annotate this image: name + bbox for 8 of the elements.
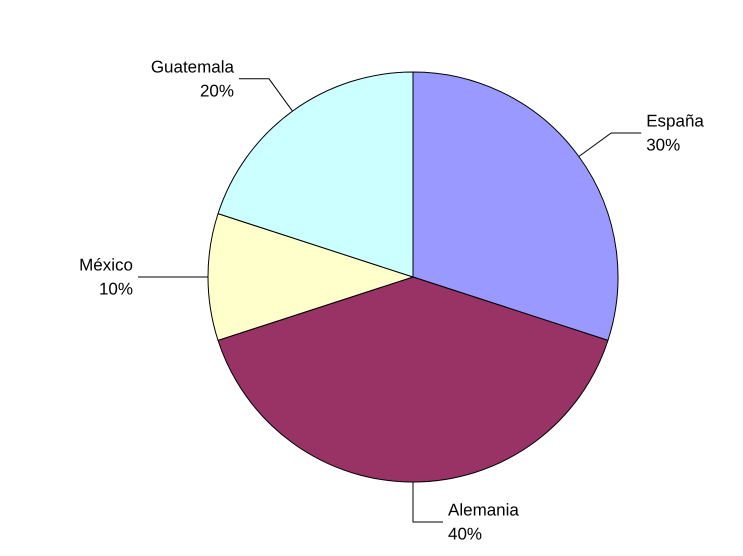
slice-label: Guatemala xyxy=(150,57,235,76)
slice-label: España xyxy=(646,111,704,130)
slice-label: Alemania xyxy=(448,500,520,520)
data-label: 30% xyxy=(646,135,680,154)
slice-label: México xyxy=(79,256,133,274)
data-label: 10% xyxy=(98,280,133,298)
data-label: 20% xyxy=(200,81,234,100)
data-label: 40% xyxy=(448,524,482,544)
